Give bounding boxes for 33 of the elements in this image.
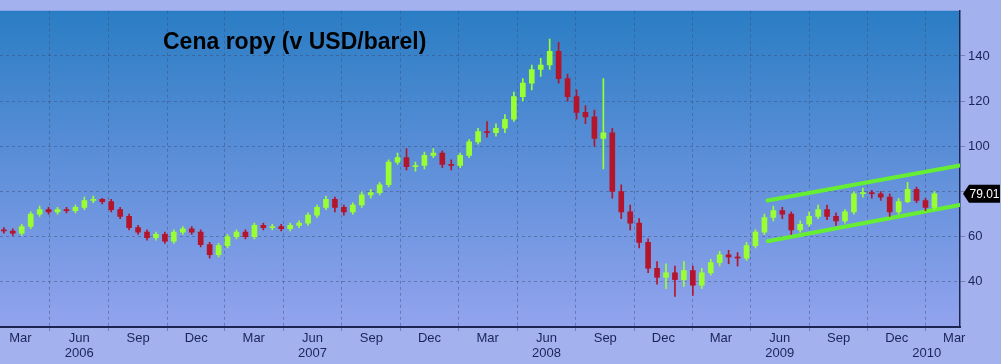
- x-tick-label: Mar: [9, 330, 33, 346]
- x-tick-label: Sep: [826, 330, 851, 346]
- candlestick: [868, 190, 875, 199]
- x2-tick-label: 2008: [532, 345, 561, 361]
- x-tick-label: Dec: [417, 330, 442, 346]
- x-tick-label: Mar: [943, 330, 967, 346]
- y-tick-label: 100: [968, 137, 990, 153]
- x-tick-label: Dec: [885, 330, 909, 346]
- x-tick-label: Mar: [242, 330, 266, 346]
- x-tick-label: Dec: [184, 330, 209, 346]
- x2-tick-label: 2006: [64, 345, 94, 361]
- text: 79.01: [969, 187, 1000, 202]
- x-tick-label: Jun: [769, 330, 791, 346]
- y-tick-label: 40: [968, 273, 983, 289]
- candlestick: [663, 263, 669, 289]
- text: Cena ropy (v USD/barel): [163, 28, 427, 55]
- y-tick-label: 60: [968, 228, 983, 244]
- x-tick-label: Mar: [709, 330, 733, 346]
- x-tick-label: Dec: [651, 330, 676, 346]
- x-tick-label: Mar: [476, 330, 500, 346]
- x2-tick-label: 2009: [765, 345, 795, 361]
- x-tick-label: Sep: [593, 330, 617, 346]
- candlestick: [484, 121, 490, 138]
- x2-tick-label: 2010: [912, 345, 942, 361]
- candlestick: [537, 57, 544, 77]
- x2-tick-label: 2007: [298, 345, 327, 361]
- x-tick-label: Sep: [359, 330, 383, 346]
- x-tick-label: Sep: [126, 330, 150, 346]
- y-tick-label: 120: [968, 92, 990, 108]
- x-tick-label: Jun: [302, 330, 324, 346]
- x-tick-label: Jun: [535, 330, 557, 346]
- x-tick-label: Jun: [68, 330, 90, 346]
- y-tick-label: 140: [968, 47, 990, 63]
